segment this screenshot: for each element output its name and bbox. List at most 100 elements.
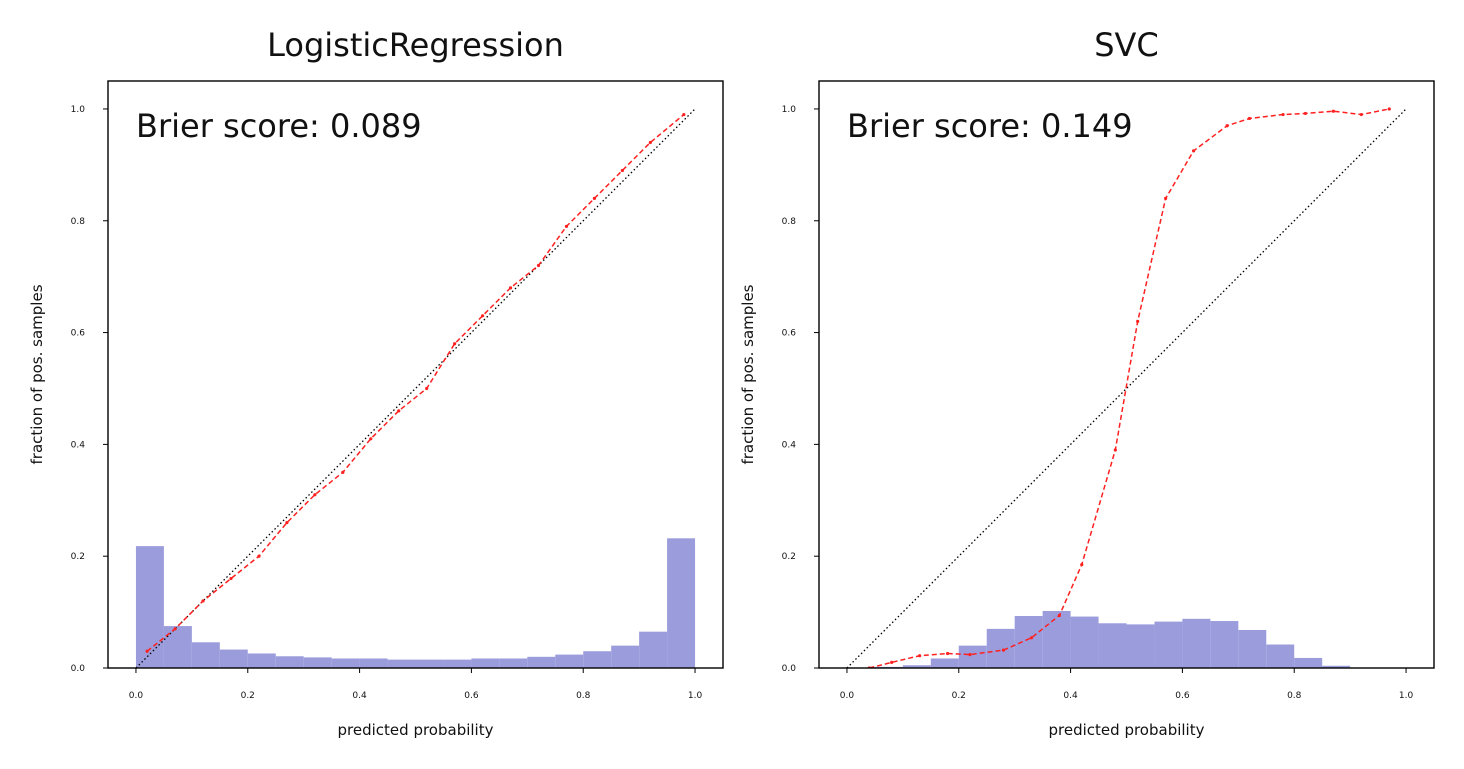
y-axis-label: fraction of pos. samples	[28, 284, 46, 464]
histogram-bar	[555, 654, 584, 668]
histogram-bar	[219, 649, 248, 668]
calibration-point	[536, 263, 541, 268]
histogram-bar	[387, 659, 416, 668]
calibration-point	[229, 576, 233, 581]
histogram-bar	[1266, 644, 1295, 668]
calibration-point	[313, 493, 317, 497]
histogram-bar	[667, 538, 696, 668]
calibration-point	[945, 651, 950, 656]
x-tick-label: 0.0	[129, 691, 144, 701]
calibration-curve-line	[146, 113, 685, 652]
plot-area	[846, 107, 1407, 668]
y-tick-label: 0.6	[71, 329, 86, 339]
brier-score-annotation: Brier score: 0.089	[136, 107, 422, 145]
x-tick-label: 0.2	[241, 691, 255, 701]
brier-score-annotation: Brier score: 0.149	[847, 107, 1133, 145]
histogram-bar	[639, 631, 668, 668]
subplot-1: LogisticRegression 0.0 0.2 0.4 0.6 0.8 1.0 0.0 0…	[28, 26, 724, 739]
histogram-bar	[303, 657, 332, 668]
calibration-point	[1057, 613, 1062, 618]
histogram-bar	[1210, 621, 1239, 668]
histogram-bar	[1238, 629, 1267, 668]
histogram-bar	[902, 665, 931, 668]
y-tick-label: 0.4	[71, 440, 86, 450]
x-tick-label: 0.8	[1287, 691, 1302, 701]
calibration-point	[1281, 112, 1285, 117]
x-tick-label: 0.0	[840, 691, 855, 701]
y-tick-label: 0.6	[782, 329, 797, 339]
y-tick-label: 0.2	[782, 552, 796, 562]
histogram-bar	[583, 651, 612, 668]
y-tick-label: 1.0	[782, 105, 797, 115]
histogram-bar	[1126, 624, 1155, 668]
histogram-bar	[1042, 610, 1071, 668]
calibration-point	[1164, 196, 1168, 200]
calibration-point	[1331, 109, 1335, 113]
y-tick-label: 0.8	[782, 217, 797, 227]
y-tick-label: 0.2	[71, 552, 85, 562]
x-tick-label: 0.8	[576, 691, 591, 701]
calibration-point	[1080, 562, 1084, 567]
calibration-point	[480, 314, 485, 318]
y-tick-label: 0.0	[782, 664, 797, 674]
x-tick-label: 0.2	[952, 691, 966, 701]
x-tick-label: 0.6	[464, 691, 479, 701]
reference-diagonal-line	[846, 108, 1407, 668]
calibration-point	[564, 224, 569, 228]
calibration-point	[648, 140, 652, 145]
plot-area	[135, 108, 696, 668]
calibration-point	[257, 554, 261, 558]
calibration-point	[968, 652, 972, 657]
axes-frame	[818, 80, 1435, 669]
histogram-bar	[331, 658, 360, 668]
calibration-point	[1303, 111, 1308, 116]
calibration-point	[453, 342, 457, 346]
histogram-bar	[1098, 623, 1127, 668]
calibration-point	[1136, 319, 1140, 323]
chart-title: SVC	[1094, 26, 1159, 64]
calibration-point	[173, 627, 177, 631]
x-tick-label: 0.4	[1063, 691, 1078, 701]
calibration-point	[1113, 448, 1117, 452]
subplot-2: SVC 0.0 0.2 0.4 0.6 0.8 1.0 0.0 0.2 0.4 0.6 0.8 1.0 p…	[739, 26, 1435, 739]
calibration-point	[918, 654, 922, 658]
histogram-bar	[163, 626, 192, 668]
calibration-point	[508, 286, 513, 290]
calibration-point	[145, 649, 149, 653]
calibration-point	[201, 599, 205, 603]
calibration-point	[425, 386, 429, 391]
histogram-bar	[191, 642, 220, 668]
x-axis-label: predicted probability	[1049, 721, 1205, 739]
calibration-point	[1001, 648, 1006, 652]
calibration-point	[1387, 107, 1391, 111]
histogram-bar	[415, 659, 444, 668]
histogram-bar	[359, 658, 388, 668]
calibration-point	[1191, 149, 1196, 153]
calibration-point	[369, 437, 373, 441]
x-tick-label: 0.6	[1175, 691, 1190, 701]
histogram-bar	[247, 653, 276, 668]
histogram-bar	[443, 659, 472, 668]
y-axis-label: fraction of pos. samples	[739, 284, 757, 464]
reference-diagonal-line	[135, 108, 696, 668]
calibration-curve-line	[869, 108, 1390, 668]
x-tick-label: 0.4	[352, 691, 367, 701]
axes-frame	[107, 80, 724, 669]
histogram-bar	[471, 658, 500, 668]
histogram-bar	[1070, 616, 1099, 668]
histogram-bar	[930, 658, 959, 668]
calibration-point	[341, 470, 345, 474]
histogram-bar	[527, 656, 556, 668]
histogram-bar	[1322, 665, 1351, 668]
calibration-point	[397, 409, 401, 413]
histogram-bar	[1294, 657, 1323, 668]
chart-title: LogisticRegression	[267, 26, 564, 64]
histogram-bar	[1014, 616, 1043, 668]
calibration-point	[1247, 116, 1252, 121]
calibration-point	[1225, 124, 1229, 128]
histogram-bar	[135, 546, 164, 668]
x-tick-label: 1.0	[1399, 691, 1414, 701]
calibration-point	[890, 660, 894, 665]
calibration-point	[285, 521, 289, 525]
